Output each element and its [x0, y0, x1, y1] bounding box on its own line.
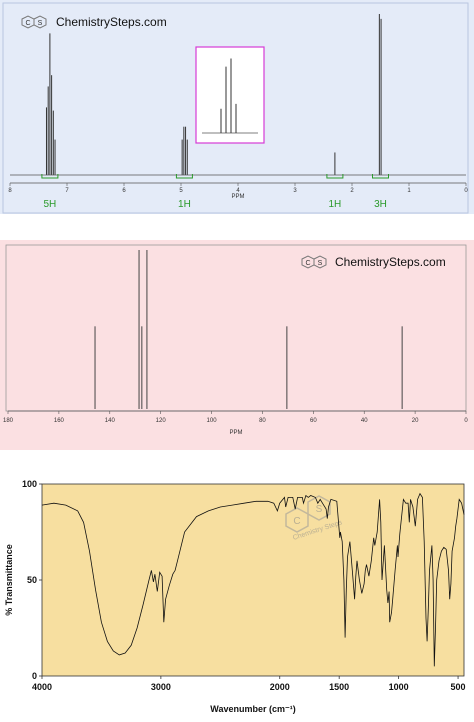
c-nmr-tick-label: 80	[259, 418, 266, 424]
watermark-hexagon-s-icon	[307, 495, 331, 521]
h-nmr-tick-label: 6	[122, 188, 126, 194]
ir-panel: C S Chemistry Steps 4000 3000 2000 1500 1000…	[0, 470, 474, 722]
ir-y-tick-label: 0	[32, 671, 37, 681]
watermark-hexagon-c-icon	[285, 507, 309, 533]
brand-text: ChemistrySteps.com	[56, 15, 167, 29]
c-nmr-tick-label: 0	[464, 418, 468, 424]
watermark-letter-s: S	[316, 504, 323, 515]
c-nmr-peaks	[94, 250, 403, 409]
zoom-inset	[195, 46, 265, 144]
integral-label: 5H	[44, 199, 57, 210]
h-nmr-peaks	[45, 14, 382, 175]
ir-x-label: Wavenumber (cm⁻¹)	[210, 704, 295, 714]
ir-x-tick-label: 500	[451, 682, 466, 692]
ir-spectrum-line	[41, 492, 465, 667]
c-nmr-x-label: PPM	[229, 430, 242, 436]
c-nmr-tick-label: 40	[361, 418, 368, 424]
ir-y-ticks: 0 50 100	[22, 479, 42, 681]
logo-hexagon-s-icon: S	[313, 255, 327, 269]
integral-bracket	[175, 174, 193, 179]
c-nmr-tick-label: 140	[105, 418, 116, 424]
h-nmr-tick-label: 3	[293, 188, 297, 194]
h-nmr-tick-label: 5	[179, 188, 183, 194]
brand-text: ChemistrySteps.com	[335, 255, 446, 269]
integral-label: 1H	[329, 199, 342, 210]
h-nmr-tick-label: 8	[8, 188, 12, 194]
logo-hexagon-c-icon: C	[301, 255, 315, 269]
h-nmr-integrals: 5H 1H 1H 3H	[41, 174, 389, 210]
brand-logo: C S ChemistrySteps.com	[301, 255, 446, 269]
ir-x-tick-label: 1500	[329, 682, 349, 692]
ir-x-tick-label: 3000	[151, 682, 171, 692]
ir-plot-area	[41, 483, 465, 677]
ir-x-tick-label: 1000	[389, 682, 409, 692]
ir-y-tick-label: 100	[22, 479, 37, 489]
ir-y-tick-label: 50	[27, 575, 37, 585]
ir-x-tick-label: 4000	[32, 682, 52, 692]
integral-bracket	[41, 174, 59, 179]
c-nmr-tick-label: 180	[3, 418, 14, 424]
c-nmr-panel: C S ChemistrySteps.com 180 160 140 120 100 80…	[0, 240, 474, 450]
c-nmr-tick-label: 120	[156, 418, 167, 424]
h-nmr-tick-label: 4	[236, 188, 240, 194]
logo-hexagon-s-icon: S	[33, 15, 47, 29]
h-nmr-panel: C S ChemistrySteps.com 8 7 6 5 4 3 2 1 0 PPM 5H 1…	[0, 0, 474, 214]
h-nmr-tick-label: 0	[464, 188, 468, 194]
zoom-inset-peaks	[202, 58, 258, 134]
integral-label: 3H	[374, 199, 387, 210]
ir-x-tick-label: 2000	[270, 682, 290, 692]
h-nmr-tick-label: 2	[350, 188, 354, 194]
integral-label: 1H	[178, 199, 191, 210]
h-nmr-ticks: 8 7 6 5 4 3 2 1 0	[8, 183, 468, 194]
c-nmr-tick-label: 100	[207, 418, 218, 424]
brand-logo: C S ChemistrySteps.com	[21, 15, 167, 29]
logo-letter-s: S	[38, 20, 43, 27]
logo-hexagon-c-icon: C	[21, 15, 35, 29]
ir-y-label: % Transmittance	[4, 544, 14, 616]
logo-letter-c: C	[305, 260, 310, 267]
h-nmr-x-label: PPM	[231, 194, 244, 200]
c-nmr-tick-label: 160	[54, 418, 65, 424]
c-nmr-chart: C S ChemistrySteps.com 180 160 140 120 100 80…	[3, 244, 468, 436]
h-nmr-tick-label: 7	[65, 188, 69, 194]
c-nmr-tick-label: 20	[412, 418, 419, 424]
c-nmr-ticks: 180 160 140 120 100 80 60 40 20 0	[3, 411, 468, 424]
h-nmr-tick-label: 1	[407, 188, 411, 194]
logo-letter-s: S	[318, 260, 323, 267]
ir-x-ticks: 4000 3000 2000 1500 1000 500	[32, 676, 466, 692]
integral-bracket	[372, 174, 389, 179]
integral-bracket	[326, 174, 344, 179]
ir-chart: C S Chemistry Steps 4000 3000 2000 1500 1000…	[4, 479, 466, 714]
logo-letter-c: C	[25, 20, 30, 27]
h-nmr-chart: C S ChemistrySteps.com 8 7 6 5 4 3 2 1 0 PPM 5H 1…	[2, 2, 469, 214]
watermark-letter-c: C	[293, 516, 300, 527]
c-nmr-tick-label: 60	[310, 418, 317, 424]
